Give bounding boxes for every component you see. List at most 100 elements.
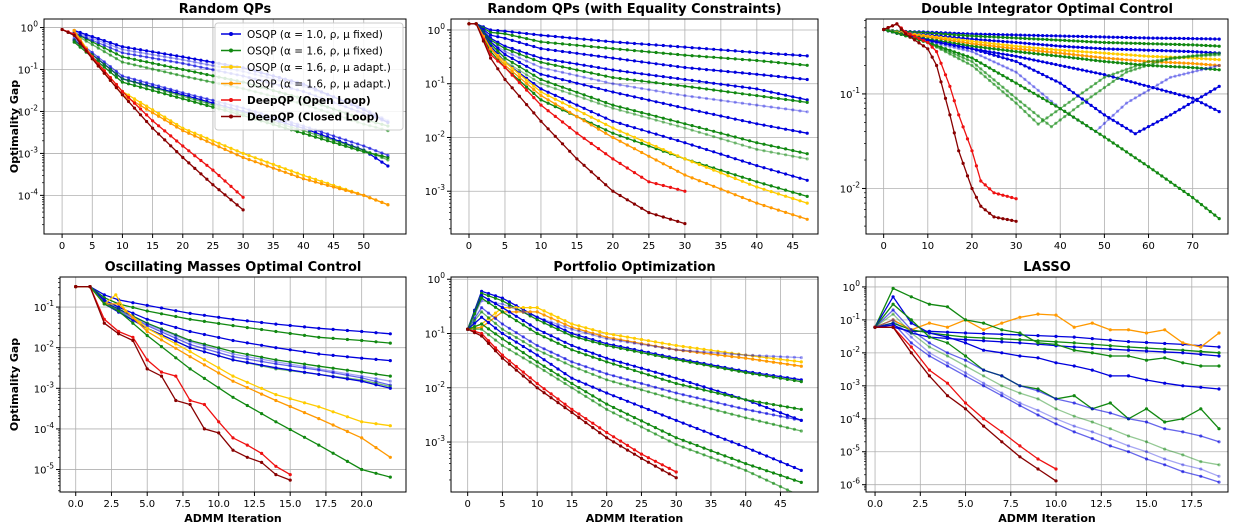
data-point [205,62,209,67]
x-tick-label: 20 [966,241,979,252]
data-point [556,325,560,329]
data-point [1213,52,1217,56]
data-point [473,331,477,335]
x-tick-label: 25 [635,499,648,510]
data-point [653,410,658,414]
data-point [683,173,687,177]
data-point [661,215,665,219]
data-point [120,55,124,59]
data-point [1080,50,1084,54]
data-point [785,488,790,492]
data-point [274,473,278,477]
data-point [632,416,637,420]
data-point [1164,49,1168,53]
data-point [948,48,952,52]
data-point [1085,69,1089,73]
data-point [647,80,651,84]
data-point [751,464,755,468]
data-point [1001,45,1005,49]
data-point [930,39,934,43]
data-point [584,365,588,369]
data-point [260,460,264,464]
data-point [553,114,557,118]
series-line [874,287,1219,367]
data-point [151,119,155,123]
data-point [778,361,783,365]
data-point [546,41,550,45]
data-point [667,389,671,393]
data-point [1018,338,1022,342]
data-point [974,67,979,71]
data-point [1126,450,1131,454]
x-tick-label: 0.0 [68,499,84,510]
data-point [681,438,685,442]
data-point [514,310,518,314]
data-point [1213,64,1217,69]
series-line [75,285,291,476]
data-point [769,144,773,148]
data-point [668,91,673,95]
data-point [882,27,886,32]
data-point [784,93,788,97]
data-point [126,99,131,104]
data-point [1067,65,1071,69]
data-point [730,412,734,416]
data-point [1151,86,1155,90]
data-point [374,198,378,202]
series-line [75,285,391,377]
data-point [632,202,637,206]
data-point [283,170,287,174]
data-point [202,344,206,348]
data-point [596,127,601,131]
data-point [202,342,206,346]
y-tick-label: 10-1 [425,76,445,91]
data-point [274,360,278,364]
data-point [1085,35,1089,39]
data-point [169,93,173,98]
data-point [974,58,979,63]
data-point [726,90,730,94]
data-point [1014,197,1018,201]
data-point [345,337,349,342]
data-point [539,103,543,107]
data-point [1182,105,1186,109]
data-point [163,115,167,119]
data-point [1054,121,1058,125]
data-point [231,317,235,321]
data-point [674,343,678,348]
data-point [1217,351,1221,355]
data-point [654,62,658,66]
data-point [740,71,745,75]
data-point [1169,90,1173,94]
data-point [1142,64,1146,69]
series-line [75,285,291,481]
data-point [217,141,221,145]
data-point [740,175,745,179]
data-point [1001,193,1005,197]
data-point [535,381,539,386]
data-point [697,145,701,149]
data-point [374,340,378,344]
x-tick-label: 2.5 [912,499,928,510]
data-point [676,52,680,57]
data-point [138,79,143,83]
data-point [697,95,701,100]
data-point [1063,103,1067,107]
data-point [886,29,890,33]
data-point [570,381,574,386]
data-point [681,344,685,349]
data-point [784,153,788,157]
data-point [521,340,525,344]
data-point [577,412,581,416]
data-point [570,334,574,338]
data-point [1133,36,1137,40]
data-point [187,56,191,60]
data-point [542,391,546,395]
data-point [979,54,983,58]
data-point [726,48,730,53]
x-tick-label: 20 [607,241,620,252]
data-point [1089,58,1093,62]
data-point [145,303,149,307]
data-point [1126,348,1131,352]
data-point [1155,48,1159,53]
